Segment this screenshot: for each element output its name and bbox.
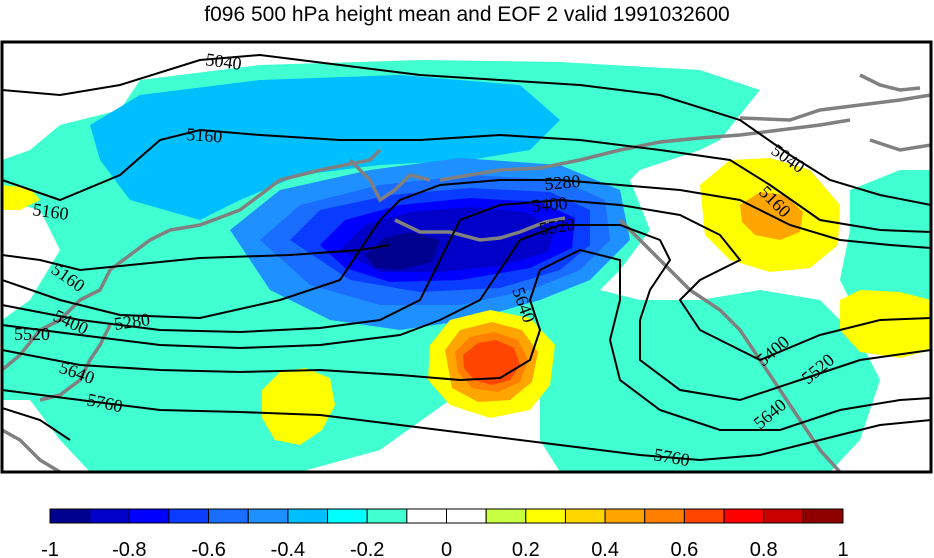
colorbar-swatch bbox=[644, 508, 685, 524]
colorbar-tick-label: 0.2 bbox=[512, 539, 540, 558]
coastline-north-am-interior bbox=[869, 138, 931, 152]
colorbar-tick-label: -1 bbox=[41, 539, 59, 558]
colorbar-swatch bbox=[287, 508, 329, 524]
colorbar-swatch bbox=[446, 508, 487, 524]
coastline-kamchatka bbox=[348, 158, 431, 203]
colorbar-swatch bbox=[128, 508, 170, 524]
coastline-asia bbox=[2, 148, 382, 372]
colorbar-swatch bbox=[247, 508, 289, 524]
colorbar-swatch bbox=[208, 508, 249, 524]
contour-5160-south bbox=[2, 244, 391, 272]
contour-label-5280: 5280 bbox=[544, 171, 582, 194]
colorbar-swatch bbox=[89, 508, 130, 524]
coastline-west-sea bbox=[2, 428, 61, 472]
contour-5160 bbox=[2, 128, 931, 233]
colorbar-swatch bbox=[683, 508, 725, 524]
colorbar-tick-label: -0.6 bbox=[191, 539, 225, 558]
eof-contour-pos-0.2-west bbox=[262, 368, 335, 445]
colorbar-swatch bbox=[525, 508, 566, 524]
plot-frame bbox=[0, 40, 933, 474]
coastline-arctic-islands-2 bbox=[859, 73, 921, 92]
eof-contour-pos-0.2-nw bbox=[2, 185, 40, 210]
contour-label-5520: 5520 bbox=[14, 324, 50, 344]
height-contours bbox=[2, 53, 931, 462]
contour-label-5160: 5160 bbox=[186, 124, 223, 146]
contour-label-5520: 5520 bbox=[538, 214, 576, 239]
plot-title: f096 500 hPa height mean and EOF 2 valid… bbox=[204, 3, 730, 26]
contour-5640 bbox=[2, 248, 931, 431]
contour-5760 bbox=[2, 389, 931, 462]
coastline-alaska bbox=[439, 118, 851, 182]
contour-label-5400: 5400 bbox=[531, 193, 569, 216]
coastline-northamerica-west bbox=[618, 218, 842, 472]
colorbar-swatch bbox=[485, 508, 527, 524]
coastlines bbox=[2, 73, 931, 472]
contour-label-5280: 5280 bbox=[113, 309, 151, 334]
eof-contour-neg-0.3 bbox=[90, 75, 560, 220]
eof-contour-pos-0.2-east bbox=[840, 290, 931, 358]
colorbar-swatch bbox=[604, 508, 646, 524]
colorbar-tick-label: -0.2 bbox=[350, 539, 384, 558]
coastline-japan bbox=[39, 324, 112, 402]
colorbar-tick-label: -0.8 bbox=[112, 539, 146, 558]
contour-5040 bbox=[2, 53, 931, 206]
contour-5760-west bbox=[2, 407, 71, 441]
colorbar-tick-label: 0.4 bbox=[591, 539, 619, 558]
colorbar-tick-label: -0.4 bbox=[271, 539, 305, 558]
colorbar-swatch bbox=[327, 508, 368, 524]
colorbar-swatch bbox=[168, 508, 210, 524]
eof-contour-neg-0.9 bbox=[365, 232, 440, 270]
colorbar-swatch bbox=[723, 508, 765, 524]
colorbar-tick-label: 0.6 bbox=[670, 539, 698, 558]
contour-5400 bbox=[2, 198, 931, 362]
coastline-arctic-islands bbox=[739, 93, 931, 122]
colorbar-swatch bbox=[49, 508, 91, 524]
colorbar-swatch bbox=[802, 508, 844, 524]
contour-5520 bbox=[2, 224, 931, 402]
colorbar-swatch bbox=[366, 508, 408, 524]
colorbar-tick-label: 1 bbox=[837, 539, 848, 558]
coastline-aleutians bbox=[394, 216, 566, 242]
colorbar: -1 -0.8 -0.6 -0.4 -0.2 0 0.2 0.4 0.6 0.8 1 bbox=[41, 508, 849, 558]
contour-label-5160: 5160 bbox=[31, 199, 69, 224]
colorbar-tick-label: 0.8 bbox=[750, 539, 778, 558]
colorbar-swatch bbox=[763, 508, 804, 524]
contour-label-5040: 5040 bbox=[204, 49, 242, 74]
contour-5280 bbox=[2, 179, 931, 320]
colorbar-swatch bbox=[406, 508, 448, 524]
colorbar-swatch bbox=[564, 508, 606, 524]
colorbar-tick-label: 0 bbox=[441, 539, 452, 558]
